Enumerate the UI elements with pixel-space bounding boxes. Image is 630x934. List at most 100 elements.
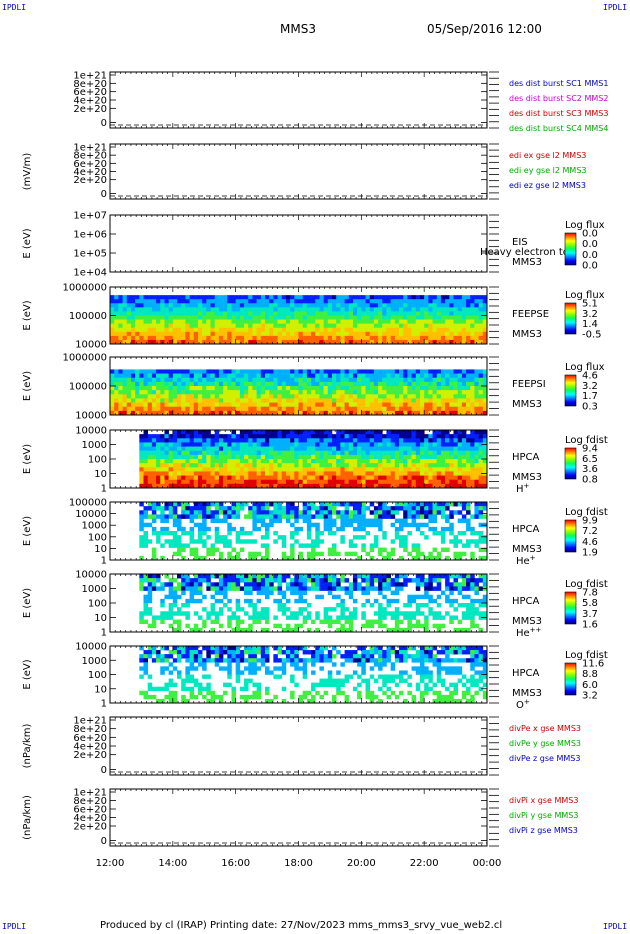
spectrogram-cell [411, 402, 417, 408]
spectrogram-cell [260, 331, 266, 337]
spectrogram-cell [281, 394, 287, 399]
spectrogram-cell [390, 506, 396, 511]
y-tick-label: 100000 [69, 311, 107, 322]
spectrogram-cell [277, 386, 283, 391]
spectrogram-cell [440, 315, 446, 320]
spectrogram-cell [298, 381, 303, 387]
spectrogram-cell [474, 331, 479, 337]
spectrogram-cell [139, 307, 144, 312]
spectrogram-cell [415, 410, 421, 416]
spectrogram-cell [461, 531, 467, 536]
spectrogram-cell [256, 311, 262, 316]
spectrogram-cell [164, 479, 169, 485]
spectrogram-cell [172, 551, 178, 557]
spectrogram-cell [306, 471, 312, 476]
spectrogram-cell [461, 394, 467, 399]
spectrogram-cell [147, 410, 153, 416]
spectrogram-cell [256, 479, 262, 485]
spectrogram-cell [143, 531, 148, 536]
spectrogram-cell [206, 434, 211, 439]
spectrogram-cell [248, 531, 253, 536]
spectrogram-cell [264, 467, 270, 472]
spectrogram-cell [365, 438, 371, 443]
spectrogram-cell [340, 390, 345, 395]
spectrogram-cell [432, 315, 438, 320]
spectrogram-cell [156, 339, 161, 345]
spectrogram-cell [181, 543, 186, 548]
spectrogram-cell [332, 315, 337, 320]
spectrogram-cell [306, 442, 312, 447]
spectrogram-cell [181, 323, 186, 329]
spectrogram-cell [474, 502, 479, 507]
spectrogram-cell [256, 502, 262, 507]
spectrogram-cell [466, 450, 471, 456]
spectrogram-cell [277, 510, 283, 515]
spectrogram-cell [214, 502, 220, 507]
spectrogram-cell [252, 377, 257, 383]
spectrogram-cell [428, 390, 433, 395]
spectrogram-cell [407, 454, 412, 460]
spectrogram-cell [453, 467, 458, 472]
spectrogram-cell [369, 479, 375, 485]
spectrogram-cell [436, 373, 442, 379]
spectrogram-cell [315, 406, 320, 412]
spectrogram-cell [357, 373, 362, 379]
spectrogram-cell [348, 450, 354, 456]
spectrogram-cell [235, 446, 241, 452]
colorbar-tick-label: 1.7 [582, 391, 598, 402]
spectrogram-cell [340, 471, 345, 476]
spectrogram-cell [223, 307, 228, 312]
spectrogram-cell [440, 535, 446, 540]
spectrogram-cell [323, 454, 329, 460]
spectrogram-cell [311, 406, 316, 412]
spectrogram-cell [281, 442, 287, 447]
spectrogram-cell [218, 315, 224, 320]
spectrogram-cell [461, 315, 467, 320]
spectrogram-cell [151, 307, 157, 312]
spectrogram-cell [177, 406, 182, 412]
spectrogram-cell [428, 502, 433, 507]
spectrogram-cell [394, 502, 400, 507]
spectrogram-cell [449, 319, 454, 324]
spectrogram-cell [218, 454, 224, 460]
spectrogram-cell [407, 390, 412, 395]
spectrogram-cell [332, 518, 337, 524]
spectrogram-cell [432, 394, 438, 399]
spectrogram-cell [227, 475, 232, 481]
spectrogram-cell [164, 394, 169, 399]
spectrogram-cell [130, 299, 136, 304]
spectrogram-cell [340, 442, 345, 447]
spectrogram-cell [239, 547, 245, 553]
spectrogram-cell [273, 335, 278, 341]
spectrogram-cell [344, 438, 350, 443]
spectrogram-cell [281, 434, 287, 439]
spectrogram-cell [185, 506, 190, 511]
spectrogram-cell [403, 479, 408, 485]
spectrogram-cell [336, 377, 341, 383]
spectrogram-cell [118, 319, 123, 324]
spectrogram-cell [151, 442, 157, 447]
spectrogram-cell [181, 442, 186, 447]
spectrogram-cell [210, 514, 216, 519]
spectrogram-cell [373, 450, 379, 456]
spectrogram-cell [231, 398, 236, 403]
spectrogram-cell [139, 373, 144, 379]
spectrogram-cell [348, 442, 354, 447]
spectrogram-cell [457, 454, 463, 460]
spectrogram-cell [399, 386, 404, 391]
spectrogram-cell [369, 394, 375, 399]
spectrogram-cell [357, 518, 362, 524]
spectrogram-cell [332, 471, 337, 476]
spectrogram-cell [373, 467, 379, 472]
spectrogram-cell [407, 335, 412, 341]
spectrogram-cell [193, 471, 199, 476]
spectrogram-cell [202, 438, 207, 443]
y-tick-label: 2e+20 [73, 104, 107, 115]
spectrogram-cell [470, 459, 475, 464]
spectrogram-cell [306, 434, 312, 439]
spectrogram-cell [352, 323, 358, 329]
spectrogram-cell [164, 475, 169, 481]
spectrogram-cell [390, 479, 396, 485]
spectrogram-cell [449, 475, 454, 481]
spectrogram-cell [361, 315, 366, 320]
